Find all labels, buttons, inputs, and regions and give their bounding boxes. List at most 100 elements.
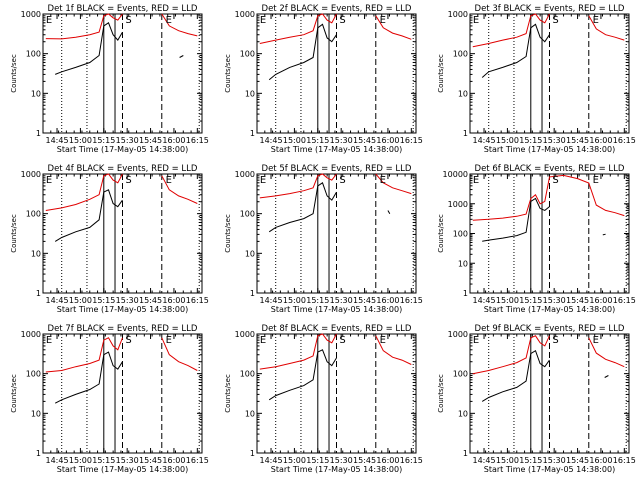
x-tick-label: 15:30 [330, 456, 353, 465]
x-tick-label: 16:15 [186, 456, 209, 465]
lld-series-line [45, 173, 123, 211]
panel-det-7: Det 7f BLACK = Events, RED = LLD 1 10 100 10… [10, 324, 209, 474]
x-tick-label: 16:00 [162, 136, 185, 145]
events-series-line [55, 22, 123, 75]
x-tick-label: 15:00 [496, 296, 519, 305]
lld-series-line [375, 173, 412, 195]
x-tick-label: 16:15 [613, 136, 636, 145]
panel-title: Det 8f BLACK = Events, RED = LLD [262, 324, 412, 334]
interval-marker-label: S [339, 15, 345, 26]
y-tick-label: 1000 [448, 10, 468, 19]
x-axis-label: Start Time (17-May-05 14:38:00) [484, 465, 615, 474]
panel-title: Det 5f BLACK = Events, RED = LLD [262, 164, 412, 174]
y-tick-label: 1000 [448, 200, 468, 209]
panel-title: Det 2f BLACK = Events, RED = LLD [262, 4, 412, 14]
x-tick-label: 15:30 [330, 136, 353, 145]
panel-title: Det 7f BLACK = Events, RED = LLD [48, 324, 198, 334]
panel-det-9: Det 9f BLACK = Events, RED = LLD 1 10 100 10… [437, 324, 636, 474]
lld-series-line [45, 13, 123, 40]
events-series-line [268, 23, 337, 81]
y-tick-label: 10000 [443, 170, 468, 179]
events-series-line [179, 55, 184, 58]
interval-marker-label: E [46, 175, 52, 186]
x-tick-label: 15:15 [306, 136, 329, 145]
panel-title: Det 9f BLACK = Events, RED = LLD [475, 324, 625, 334]
interval-marker-label: E [260, 15, 266, 26]
x-tick-label: 16:00 [589, 136, 612, 145]
y-tick-label: 100 [26, 50, 41, 59]
lld-series-line [259, 173, 337, 199]
x-tick-label: 15:00 [496, 136, 519, 145]
interval-marker-label: E [46, 15, 52, 26]
y-tick-label: 1000 [235, 10, 255, 19]
lld-series-line [588, 15, 625, 41]
y-axis-label: Counts/sec [437, 214, 445, 253]
x-axis-label: Start Time (17-May-05 14:38:00) [57, 465, 188, 474]
y-tick-label: 1000 [21, 330, 41, 339]
x-axis-label: Start Time (17-May-05 14:38:00) [271, 145, 402, 154]
panel-det-1: Det 1f BLACK = Events, RED = LLD 1 10 100 10… [10, 4, 209, 154]
x-axis-label: Start Time (17-May-05 14:38:00) [57, 305, 188, 314]
x-tick-label: 16:15 [186, 296, 209, 305]
y-axis-label: Counts/sec [437, 54, 445, 93]
lld-series-line [161, 175, 198, 204]
lld-series-line [472, 335, 550, 375]
x-tick-label: 15:00 [69, 456, 92, 465]
x-tick-label: 14:45 [45, 136, 68, 145]
y-tick-label: 10 [245, 89, 255, 98]
lld-series-line [588, 337, 625, 368]
x-tick-label: 15:00 [69, 296, 92, 305]
y-tick-label: 100 [240, 210, 255, 219]
events-series-line [268, 349, 337, 401]
panel-title: Det 3f BLACK = Events, RED = LLD [475, 4, 625, 14]
x-tick-label: 15:00 [283, 296, 306, 305]
panel-det-2: Det 2f BLACK = Events, RED = LLD 1 10 100 10… [224, 4, 423, 154]
x-tick-label: 15:45 [139, 296, 162, 305]
y-tick-label: 10 [31, 409, 41, 418]
lld-series-line [45, 337, 123, 373]
x-tick-label: 15:30 [116, 136, 139, 145]
y-tick-label: 100 [26, 370, 41, 379]
x-tick-label: 14:45 [45, 296, 68, 305]
x-tick-label: 15:45 [139, 136, 162, 145]
x-tick-label: 14:45 [45, 456, 68, 465]
panel-det-5: Det 5f BLACK = Events, RED = LLD 1 10 100 10… [224, 164, 423, 314]
x-tick-label: 15:15 [519, 136, 542, 145]
y-tick-label: 10 [458, 89, 468, 98]
x-tick-label: 15:00 [283, 456, 306, 465]
panel-det-3: Det 3f BLACK = Events, RED = LLD 1 10 100 10… [437, 4, 636, 154]
y-tick-label: 1000 [235, 330, 255, 339]
x-tick-label: 15:30 [543, 296, 566, 305]
y-tick-label: 100 [240, 370, 255, 379]
x-tick-label: 15:45 [139, 456, 162, 465]
y-tick-label: 100 [453, 230, 468, 239]
x-tick-label: 16:00 [589, 296, 612, 305]
y-tick-label: 10 [245, 249, 255, 258]
y-axis-label: Counts/sec [224, 54, 232, 93]
x-tick-label: 16:15 [613, 456, 636, 465]
x-tick-label: 15:30 [543, 456, 566, 465]
y-axis-label: Counts/sec [10, 374, 18, 413]
y-tick-label: 100 [240, 50, 255, 59]
y-tick-label: 10 [31, 89, 41, 98]
interval-marker-label: E [593, 15, 599, 26]
y-tick-label: 1 [250, 289, 255, 298]
interval-marker-label: E [380, 335, 386, 346]
interval-marker-label: S [552, 335, 558, 346]
x-tick-label: 15:15 [92, 296, 115, 305]
x-axis-label: Start Time (17-May-05 14:38:00) [484, 305, 615, 314]
x-tick-label: 15:00 [496, 456, 519, 465]
x-tick-label: 15:15 [519, 296, 542, 305]
y-tick-label: 1 [250, 449, 255, 458]
lld-series-line [375, 15, 412, 40]
interval-marker-label: S [125, 175, 131, 186]
y-tick-label: 10 [458, 259, 468, 268]
x-tick-label: 16:15 [613, 296, 636, 305]
panel-det-8: Det 8f BLACK = Events, RED = LLD 1 10 100 10… [224, 324, 423, 474]
interval-marker-label: S [339, 335, 345, 346]
x-tick-label: 16:00 [376, 296, 399, 305]
interval-marker-label: E [593, 175, 599, 186]
interval-marker-label: E [46, 335, 52, 346]
y-tick-label: 1 [463, 289, 468, 298]
